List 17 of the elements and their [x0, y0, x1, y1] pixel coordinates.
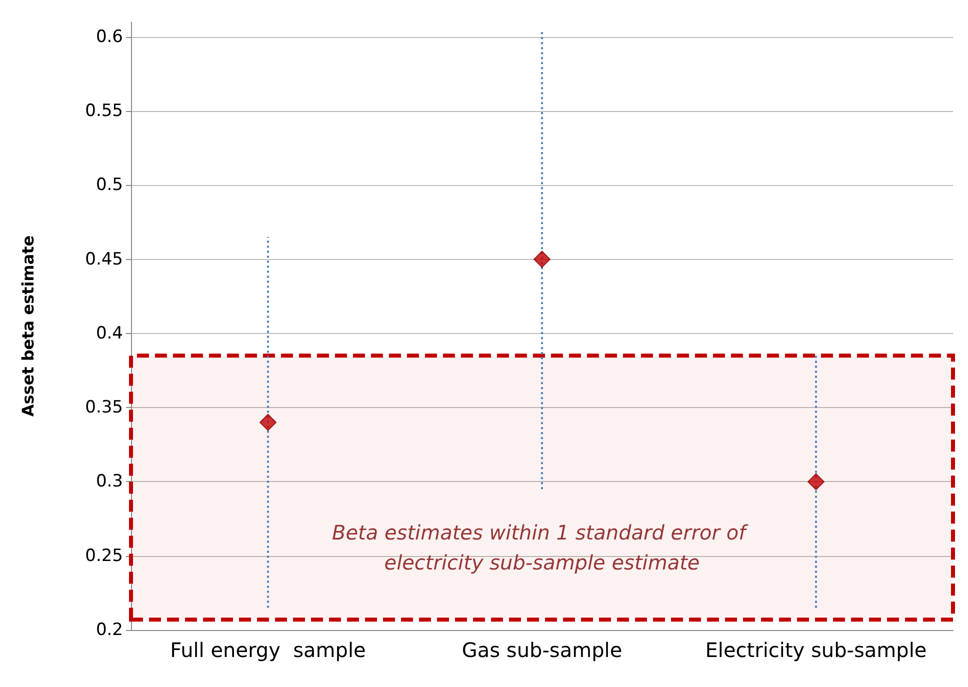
x-tick-label: Electricity sub-sample: [705, 638, 927, 662]
y-tick-label: 0.4: [96, 323, 123, 344]
y-tick-label: 0.25: [85, 546, 123, 566]
x-tick-label: Full energy sample: [170, 638, 366, 662]
y-tick-label: 0.6: [96, 26, 123, 47]
point: [260, 414, 276, 431]
y-tick-label: 0.35: [85, 398, 123, 418]
band-label: Beta estimates within 1 standard error of electricity sub-sample estimate: [332, 520, 752, 575]
y-tick-label: 0.3: [96, 472, 123, 492]
x-tick-label: Gas sub-sample: [462, 638, 622, 662]
y-tick-label: 0.2: [96, 620, 123, 640]
y-tick-label: 0.5: [96, 175, 123, 196]
y-tick-label: 0.55: [85, 100, 123, 121]
point: [534, 250, 550, 268]
point: [808, 473, 824, 490]
y-tick-label: 0.45: [85, 249, 123, 270]
y-axis-title: Asset beta estimate: [18, 235, 38, 417]
